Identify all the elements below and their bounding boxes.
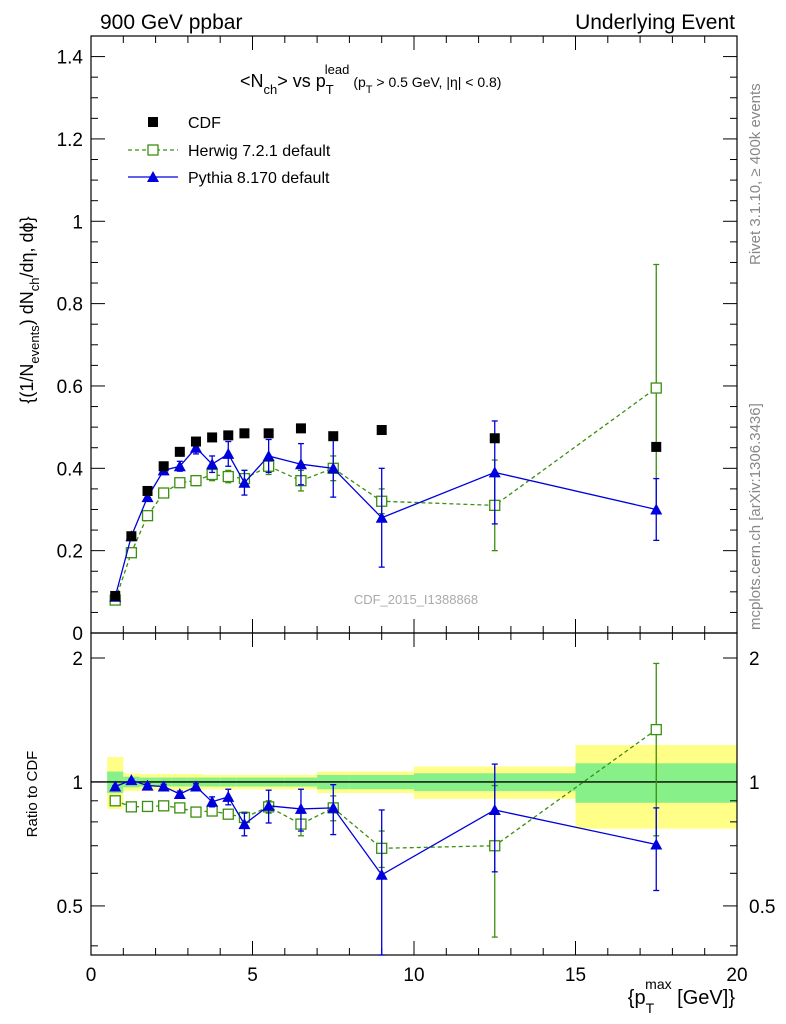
cdf-point	[328, 431, 339, 442]
pythia-point	[206, 458, 219, 470]
x-axis-label: {pTmax [GeV]}	[628, 976, 736, 1016]
ratio-pythia-point	[488, 803, 501, 815]
ratio-y-axis-label: Ratio to CDF	[24, 751, 41, 838]
ratio-pythia-point	[125, 774, 138, 786]
cdf-point	[174, 446, 185, 457]
pythia-point	[189, 441, 202, 453]
herwig-point	[222, 470, 234, 483]
main-y-axis-label: {(1/Nevents) dNch/dη, dϕ}	[17, 216, 42, 403]
cdf-point	[376, 425, 387, 436]
ratio-y-tick-label-right: 2	[749, 649, 760, 670]
herwig-point	[190, 475, 202, 487]
ratio-herwig-point	[141, 800, 154, 813]
ratio-pythia-point	[375, 868, 388, 880]
x-tick-label: 15	[565, 965, 586, 986]
ratio-pythia-point	[141, 779, 154, 791]
ratio-pythia-point	[327, 801, 340, 813]
ratio-y-tick-label: 0.5	[57, 897, 83, 918]
cdf-point	[207, 432, 218, 443]
x-tick-label: 20	[726, 965, 747, 986]
ratio-herwig-point	[650, 723, 662, 736]
mcplots-label: mcplots.cern.ch [arXiv:1306.3436]	[747, 403, 764, 630]
herwig-point	[650, 382, 662, 394]
ratio-pythia-point	[157, 780, 170, 792]
ratio-pythia-point	[189, 780, 202, 792]
ratio-y-tick-label-right: 1	[749, 773, 760, 794]
ratio-herwig-point	[222, 808, 234, 820]
pythia-point	[141, 491, 154, 503]
herwig-line	[114, 387, 657, 601]
cdf-point	[190, 436, 201, 447]
ratio-herwig-point	[190, 806, 202, 818]
y-tick-label: 0.6	[57, 377, 83, 398]
pythia-point	[173, 460, 186, 472]
legend-cdf-marker	[148, 117, 158, 127]
pythia-point	[294, 458, 307, 470]
cdf-point	[489, 433, 500, 444]
ratio-pythia-point	[109, 780, 122, 792]
pythia-point	[375, 511, 388, 523]
x-tick-label: 5	[247, 965, 258, 986]
herwig-point	[158, 487, 170, 499]
ratio-pythia-point	[238, 818, 251, 830]
ratio-y-tick-label: 2	[72, 649, 83, 670]
ratio-y-tick-label: 1	[72, 773, 83, 794]
cdf-point	[142, 485, 153, 496]
ratio-herwig-point	[109, 795, 121, 807]
pythia-point	[222, 447, 235, 459]
pythia-point	[650, 503, 663, 515]
header-left-label: 900 GeV ppbar	[100, 11, 242, 34]
cdf-point	[295, 423, 306, 434]
cdf-point	[126, 531, 137, 542]
y-tick-label: 0.2	[57, 542, 83, 563]
ratio-pythia-point	[650, 838, 663, 850]
legend-cdf-label: CDF	[188, 115, 221, 132]
pythia-point	[238, 476, 251, 488]
cdf-point	[223, 430, 234, 441]
ratio-uncertainty-bands	[91, 744, 737, 829]
ratio-herwig-point	[174, 802, 186, 814]
y-tick-label: 1.4	[57, 48, 84, 69]
cdf-point	[651, 441, 662, 452]
ratio-panel-series	[109, 662, 663, 956]
ratio-herwig-point	[125, 801, 138, 813]
ratio-pythia-point	[262, 799, 275, 811]
legend-herwig-label: Herwig 7.2.1 default	[188, 143, 331, 160]
y-tick-label: 1	[72, 212, 83, 233]
legend-pythia-label: Pythia 8.170 default	[188, 170, 330, 187]
pythia-point	[488, 466, 501, 478]
y-tick-label: 0.8	[57, 295, 83, 316]
ratio-pythia-point	[206, 795, 219, 807]
y-tick-label: 0.4	[57, 459, 84, 480]
pythia-point	[262, 449, 275, 461]
ratio-pythia-point	[222, 790, 235, 802]
header-right-label: Underlying Event	[575, 11, 735, 34]
cdf-point	[263, 428, 274, 439]
herwig-point	[174, 477, 186, 489]
cdf-point	[239, 428, 250, 439]
main-panel-series	[109, 263, 663, 606]
y-tick-label: 1.2	[57, 130, 83, 151]
legend: CDF Herwig 7.2.1 default Pythia 8.170 de…	[128, 115, 331, 187]
axes: 0 5 10 15 20 0 0.2 0.4 0.6 0.8 1 1.2 1.4 0.5 0.5 1 1 2 2	[57, 35, 775, 986]
x-tick-label: 10	[403, 965, 424, 986]
y-tick-label: 0	[72, 624, 83, 645]
legend-pythia-marker	[147, 171, 159, 182]
cdf-point	[158, 461, 169, 472]
ratio-herwig-point	[158, 800, 170, 812]
herwig-point	[141, 510, 154, 522]
x-tick-label: 0	[86, 965, 97, 986]
analysis-watermark: CDF_2015_I1388868	[354, 592, 478, 607]
ratio-pythia-point	[173, 787, 186, 799]
ratio-y-tick-label-right: 0.5	[749, 897, 775, 918]
rivet-version-label: Rivet 3.1.10, ≥ 400k events	[747, 83, 764, 265]
ratio-herwig-point	[206, 805, 218, 817]
main-title: <Nch> vs pTlead(pT > 0.5 GeV, |η| < 0.8)	[240, 62, 501, 97]
cdf-point	[110, 590, 121, 601]
pythia-point	[327, 462, 340, 474]
ratio-pythia-point	[294, 802, 307, 814]
legend-herwig-marker	[147, 144, 159, 156]
